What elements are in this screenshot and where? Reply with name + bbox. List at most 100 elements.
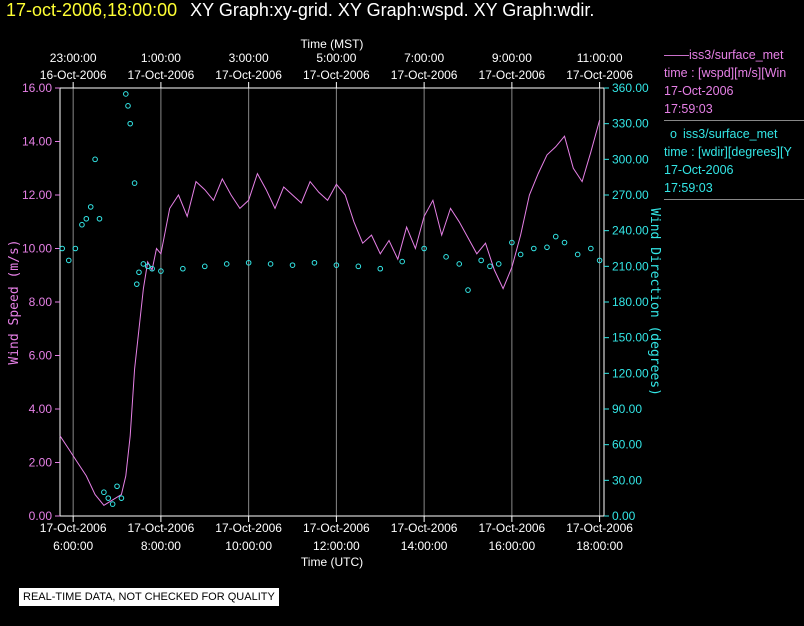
wdir-point — [561, 239, 568, 246]
legend-circle-icon: o — [670, 127, 677, 141]
wdir-point — [495, 261, 502, 267]
header-timestamp: 17-oct-2006,18:00:00 — [6, 0, 178, 20]
header-titles: XY Graph:xy-grid. XY Graph:wspd. XY Grap… — [190, 0, 595, 20]
series-layer — [59, 91, 603, 507]
right-axis-title: Wind Direction (degrees) — [647, 208, 662, 396]
x-tick-date-label: 17-Oct-2006 — [566, 521, 633, 535]
wdir-point — [267, 261, 274, 267]
legend-wspd-title: ——iss3/surface_met — [664, 46, 804, 64]
legend-wspd-time: 17:59:03 — [664, 102, 713, 116]
right-tick-label: 180.00 — [612, 295, 649, 309]
x-tick-date-label: 17-Oct-2006 — [40, 521, 107, 535]
x-tick-time-label: 16:00:00 — [489, 539, 536, 553]
axis-layer — [55, 82, 609, 522]
wdir-point — [509, 239, 515, 246]
top-tick-time-label: 9:00:00 — [492, 51, 532, 65]
wdir-point — [517, 251, 524, 258]
wdir-point — [131, 180, 138, 186]
x-tick-date-label: 17-Oct-2006 — [128, 521, 195, 535]
top-tick-time-label: 5:00:00 — [316, 51, 356, 65]
right-tick-label: 60.00 — [612, 438, 642, 452]
legend-wdir-field: time : [wdir][degrees][Y — [664, 145, 792, 159]
wdir-point — [333, 262, 340, 268]
right-tick-label: 240.00 — [612, 224, 649, 238]
left-tick-label: 14.00 — [22, 135, 52, 149]
top-tick-time-label: 3:00:00 — [229, 51, 269, 65]
wdir-point — [289, 262, 296, 268]
legend: ——iss3/surface_met time : [wspd][m/s][Wi… — [664, 46, 804, 204]
wdir-point — [223, 261, 230, 267]
top-tick-time-label: 7:00:00 — [404, 51, 444, 65]
wdir-point — [158, 268, 164, 274]
wdir-point — [127, 120, 133, 127]
label-layer: 17-Oct-2006 6:00:00 17-Oct-2006 8:00:00 17-O… — [7, 37, 662, 569]
right-tick-label: 120.00 — [612, 366, 649, 380]
top-tick-date-label: 17-Oct-2006 — [391, 68, 458, 82]
legend-wdir-label: iss3/surface_met — [682, 127, 778, 141]
wdir-point — [544, 244, 550, 251]
wdir-point — [487, 263, 493, 270]
wdir-point — [79, 221, 85, 228]
wdir-point — [465, 287, 471, 293]
left-tick-label: 4.00 — [29, 402, 53, 416]
right-tick-label: 150.00 — [612, 331, 649, 345]
top-tick-date-label: 17-Oct-2006 — [566, 68, 633, 82]
legend-wspd: ——iss3/surface_met time : [wspd][m/s][Wi… — [664, 46, 804, 121]
wdir-point — [72, 245, 79, 252]
wdir-point — [109, 501, 116, 507]
left-tick-label: 8.00 — [29, 295, 53, 309]
wdir-point — [114, 483, 120, 490]
wdir-point — [355, 263, 362, 270]
x-tick-time-label: 12:00:00 — [313, 539, 360, 553]
left-tick-label: 0.00 — [29, 509, 53, 523]
wdir-point — [377, 265, 384, 272]
top-tick-date-label: 17-Oct-2006 — [303, 68, 370, 82]
wdir-point — [118, 495, 125, 501]
x-tick-date-label: 17-Oct-2006 — [303, 521, 370, 535]
wdir-point — [92, 156, 98, 163]
wdir-point — [399, 258, 405, 265]
wdir-point — [105, 495, 112, 501]
right-tick-label: 30.00 — [612, 473, 642, 487]
wspd-series-line — [59, 119, 601, 506]
x-tick-time-label: 6:00:00 — [53, 539, 93, 553]
wdir-point — [421, 245, 427, 252]
wdir-point — [245, 259, 252, 266]
top-tick-date-label: 17-Oct-2006 — [479, 68, 546, 82]
wdir-point — [478, 257, 484, 264]
wdir-point — [140, 261, 147, 267]
x-tick-time-label: 18:00:00 — [576, 539, 623, 553]
wdir-point — [125, 103, 131, 109]
wdir-point — [87, 204, 94, 210]
left-tick-label: 6.00 — [29, 349, 53, 363]
x-tick-date-label: 17-Oct-2006 — [391, 521, 458, 535]
legend-wspd-label: iss3/surface_met — [689, 48, 784, 62]
quality-banner: REAL-TIME DATA, NOT CHECKED FOR QUALITY — [19, 588, 279, 606]
legend-wspd-date: 17-Oct-2006 — [664, 84, 734, 98]
x-tick-time-label: 14:00:00 — [401, 539, 448, 553]
x-tick-date-label: 17-Oct-2006 — [215, 521, 282, 535]
wdir-point — [552, 233, 559, 240]
wdir-point — [596, 257, 603, 264]
top-tick-date-label: 17-Oct-2006 — [128, 68, 195, 82]
wdir-point — [531, 245, 537, 252]
wdir-point — [588, 245, 594, 252]
wdir-point — [180, 265, 186, 272]
wdir-point — [101, 489, 107, 496]
legend-wdir: o iss3/surface_met time : [wdir][degrees]… — [664, 125, 804, 200]
wdir-point — [83, 215, 90, 222]
top-tick-time-label: 1:00:00 — [141, 51, 181, 65]
top-tick-date-label: 17-Oct-2006 — [215, 68, 282, 82]
wdir-point — [201, 263, 208, 270]
right-tick-label: 0.00 — [612, 509, 636, 523]
wdir-point — [65, 257, 72, 264]
top-axis-title: Time (MST) — [301, 37, 364, 51]
wdir-point — [144, 263, 151, 270]
legend-wspd-field: time : [wspd][m/s][Win — [664, 66, 787, 80]
right-tick-label: 90.00 — [612, 402, 642, 416]
wdir-point — [59, 245, 65, 252]
wdir-point — [96, 215, 103, 222]
wdir-point — [574, 251, 581, 258]
wdir-point — [443, 254, 449, 260]
